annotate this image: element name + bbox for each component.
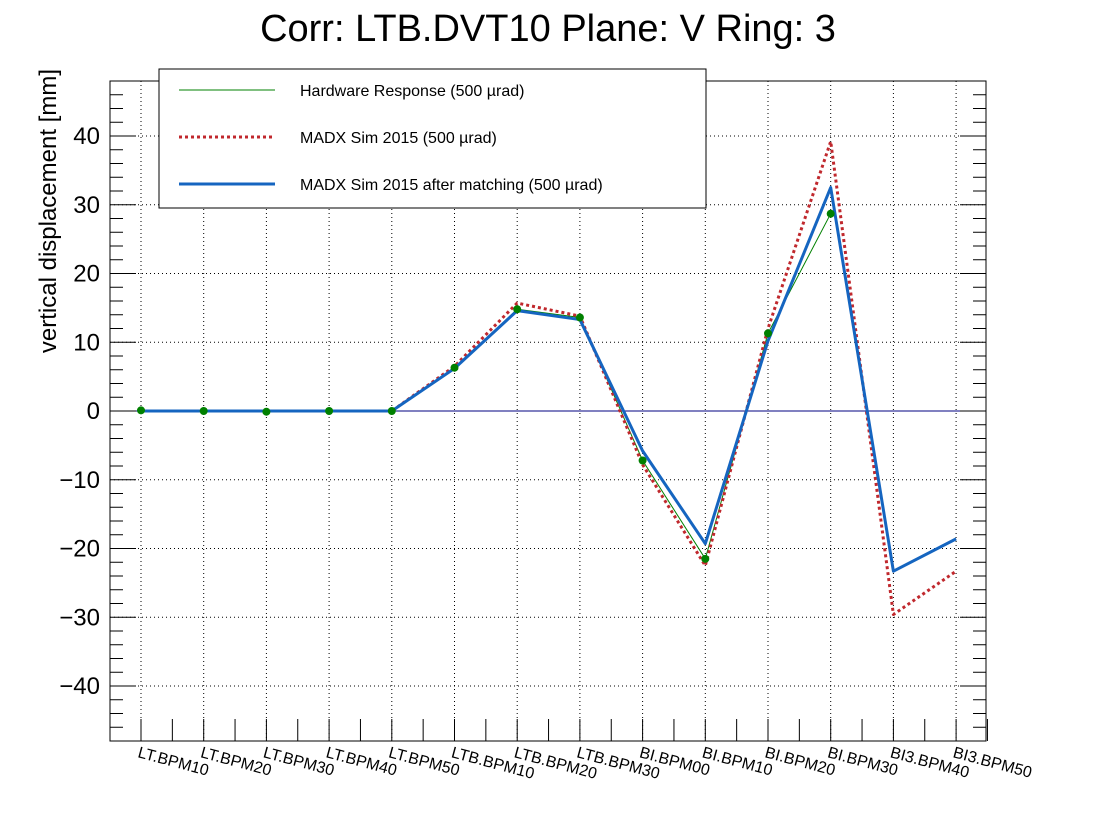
x-tick-label: LT.BPM40 [324,744,399,779]
y-tick-label: 10 [73,329,100,356]
y-tick-label: 40 [73,123,100,150]
x-tick-label: LT.BPM20 [199,744,274,779]
x-tick-label: BI.BPM30 [826,744,900,779]
data-point [575,313,584,322]
series-layer [137,140,957,616]
data-point [450,363,459,372]
y-axis-label: vertical displacement [mm] [35,69,62,353]
y-tick-label: −10 [59,467,100,494]
data-point [387,407,396,415]
x-tick-label: BI.BPM20 [763,744,837,779]
data-point [638,456,647,465]
y-tick-label: 20 [73,261,100,288]
data-point [137,406,145,415]
x-axis: LT.BPM10LT.BPM20LT.BPM30LT.BPM40LT.BPM50… [136,719,1034,783]
legend-label-hardware-response: Hardware Response (500 µrad) [300,83,524,100]
data-point [701,554,710,563]
series-line [141,140,957,616]
y-axis: −40 −30 −20 −10 0 10 20 30 40 [59,80,986,742]
data-point [764,329,772,338]
data-point [199,407,208,415]
series-madx-sim-matched [141,186,957,573]
y-tick-label: 0 [87,398,100,425]
x-tick-label: LT.BPM30 [261,744,336,779]
legend-label-madx-sim-matched: MADX Sim 2015 after matching (500 µrad) [300,177,603,194]
y-tick-label: 30 [73,192,100,219]
x-tick-label: BI.BPM10 [700,744,774,779]
series-madx-sim [141,140,957,616]
data-point [325,407,334,415]
series-hardware-markers [137,209,835,563]
x-tick-label: LT.BPM50 [387,744,462,779]
data-point [826,209,835,218]
legend: Hardware Response (500 µrad) MADX Sim 201… [158,68,707,209]
series-line [141,186,957,573]
x-tick-label: LT.BPM10 [136,744,211,779]
y-tick-label: −30 [59,604,100,631]
series-hardware-response [140,213,832,560]
series-line [140,213,832,560]
data-point [513,305,522,314]
y-tick-label: −40 [59,673,100,700]
y-tick-label: −20 [59,536,100,563]
chart-title: Corr: LTB.DVT10 Plane: V Ring: 3 [260,8,836,50]
legend-label-madx-sim: MADX Sim 2015 (500 µrad) [300,130,497,147]
data-point [262,407,271,416]
